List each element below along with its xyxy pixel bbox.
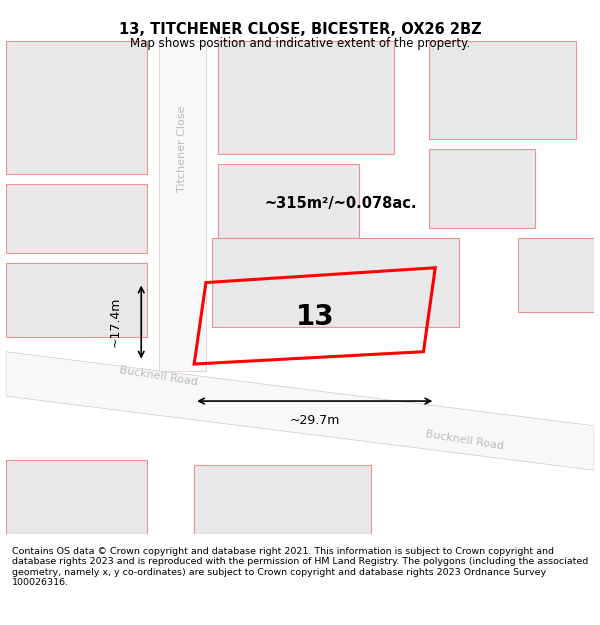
- Polygon shape: [6, 262, 147, 337]
- Text: Titchener Close: Titchener Close: [178, 106, 187, 192]
- Polygon shape: [212, 238, 459, 327]
- Polygon shape: [6, 460, 147, 534]
- Text: Bucknell Road: Bucknell Road: [425, 429, 505, 452]
- Text: ~315m²/~0.078ac.: ~315m²/~0.078ac.: [265, 196, 418, 211]
- Text: ~17.4m: ~17.4m: [108, 297, 121, 348]
- Polygon shape: [194, 465, 371, 534]
- Polygon shape: [218, 164, 359, 238]
- Text: 13, TITCHENER CLOSE, BICESTER, OX26 2BZ: 13, TITCHENER CLOSE, BICESTER, OX26 2BZ: [119, 22, 481, 37]
- Text: ~29.7m: ~29.7m: [290, 414, 340, 428]
- Polygon shape: [6, 352, 594, 470]
- Polygon shape: [218, 41, 394, 154]
- Polygon shape: [430, 149, 535, 228]
- Polygon shape: [6, 41, 147, 174]
- Text: Contains OS data © Crown copyright and database right 2021. This information is : Contains OS data © Crown copyright and d…: [12, 547, 588, 587]
- Polygon shape: [159, 41, 206, 371]
- Polygon shape: [518, 238, 594, 312]
- Text: 13: 13: [295, 302, 334, 331]
- Polygon shape: [430, 41, 577, 139]
- Text: Map shows position and indicative extent of the property.: Map shows position and indicative extent…: [130, 38, 470, 51]
- Polygon shape: [6, 184, 147, 253]
- Text: Bucknell Road: Bucknell Road: [119, 365, 199, 388]
